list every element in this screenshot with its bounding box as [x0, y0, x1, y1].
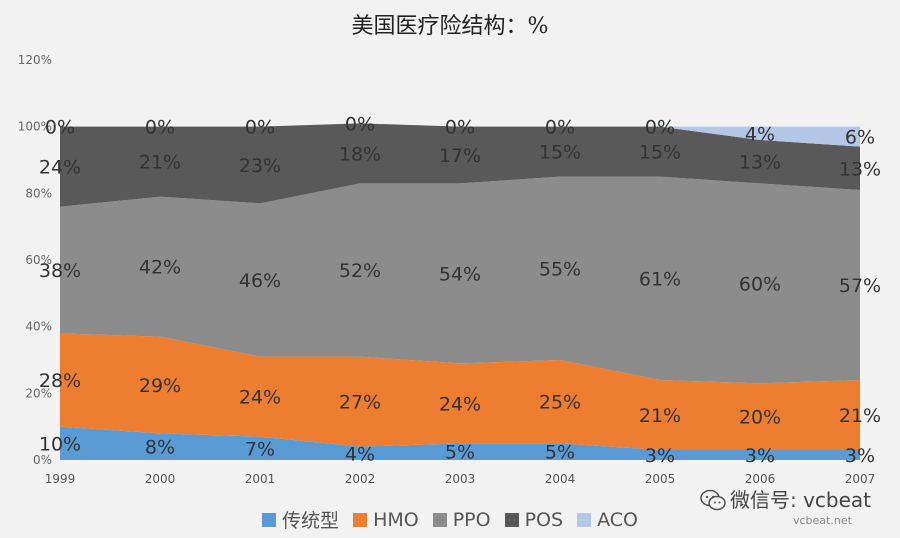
- data-label: 24%: [239, 387, 281, 409]
- x-tick-label: 2003: [445, 472, 476, 486]
- legend-swatch: [432, 512, 447, 527]
- data-label: 21%: [139, 152, 181, 174]
- data-label: 13%: [739, 152, 781, 174]
- data-label: 0%: [45, 117, 75, 139]
- data-label: 38%: [39, 260, 81, 282]
- data-label: 7%: [245, 438, 275, 460]
- data-label: 52%: [339, 260, 381, 282]
- data-label: 17%: [439, 145, 481, 167]
- watermark-text: 微信号: vcbeat: [730, 488, 872, 512]
- data-label: 0%: [145, 117, 175, 139]
- x-tick-label: 2007: [845, 472, 876, 486]
- data-label: 18%: [339, 143, 381, 165]
- y-tick-label: 100%: [18, 120, 52, 134]
- data-label: 46%: [239, 270, 281, 292]
- data-label: 57%: [839, 275, 881, 297]
- y-tick-label: 120%: [18, 53, 52, 67]
- data-label: 20%: [739, 407, 781, 429]
- data-label: 3%: [645, 445, 675, 467]
- y-tick-label: 80%: [25, 186, 52, 200]
- data-label: 0%: [345, 113, 375, 135]
- legend-swatch: [504, 512, 519, 527]
- legend-swatch: [262, 512, 277, 527]
- data-label: 42%: [139, 257, 181, 279]
- legend-label: HMO: [373, 508, 419, 531]
- legend-item: POS: [504, 508, 564, 531]
- wechat-icon: [700, 489, 726, 511]
- x-tick-label: 2006: [745, 472, 776, 486]
- data-label: 55%: [539, 258, 581, 280]
- data-label: 4%: [345, 443, 375, 465]
- data-label: 5%: [545, 442, 575, 464]
- data-label: 4%: [745, 123, 775, 145]
- data-label: 25%: [539, 392, 581, 414]
- x-tick-label: 1999: [45, 472, 76, 486]
- data-label: 5%: [445, 442, 475, 464]
- series-area-2: [60, 176, 860, 384]
- legend-swatch: [353, 512, 368, 527]
- y-tick-label: 40%: [25, 320, 52, 334]
- data-label: 28%: [39, 370, 81, 392]
- data-label: 0%: [445, 117, 475, 139]
- data-label: 0%: [645, 117, 675, 139]
- data-label: 6%: [845, 127, 875, 149]
- series-area-3: [60, 123, 860, 207]
- legend-item: ACO: [577, 509, 638, 531]
- data-label: 29%: [139, 375, 181, 397]
- data-label: 21%: [639, 405, 681, 427]
- data-label: 21%: [839, 405, 881, 427]
- data-label: 3%: [745, 445, 775, 467]
- data-label: 3%: [845, 445, 875, 467]
- data-label: 24%: [39, 157, 81, 179]
- legend-item: PPO: [432, 508, 491, 531]
- data-label: 61%: [639, 268, 681, 290]
- legend: 传统型 HMO PPO POS ACO: [0, 506, 900, 533]
- legend-item: 传统型: [262, 506, 339, 533]
- legend-label: PPO: [452, 508, 491, 531]
- legend-swatch: [577, 512, 592, 527]
- legend-label: POS: [524, 508, 564, 531]
- legend-label: 传统型: [282, 510, 340, 532]
- data-label: 23%: [239, 155, 281, 177]
- x-tick-label: 2005: [645, 472, 676, 486]
- x-tick-label: 2002: [345, 472, 376, 486]
- chart-title: 美国医疗险结构：%: [351, 14, 549, 39]
- series-area-0: [60, 426, 860, 460]
- data-label: 54%: [439, 263, 481, 285]
- y-tick-label: 20%: [25, 386, 52, 400]
- legend-label: ACO: [597, 508, 638, 531]
- x-tick-label: 2001: [245, 472, 276, 486]
- data-label: 0%: [245, 117, 275, 139]
- data-label: 15%: [539, 142, 581, 164]
- data-label: 15%: [639, 142, 681, 164]
- y-tick-label: 0%: [33, 453, 52, 467]
- data-label: 0%: [545, 117, 575, 139]
- x-tick-label: 2004: [545, 472, 576, 486]
- data-label: 10%: [39, 433, 81, 455]
- data-label: 24%: [439, 393, 481, 415]
- x-tick-label: 2000: [145, 472, 176, 486]
- watermark: 微信号: vcbeat: [700, 484, 871, 513]
- watermark-domain: vcbeat.net: [793, 514, 852, 527]
- data-label: 27%: [339, 392, 381, 414]
- data-label: 8%: [145, 437, 175, 459]
- data-label: 60%: [739, 273, 781, 295]
- legend-item: HMO: [353, 509, 419, 531]
- y-tick-label: 60%: [25, 253, 52, 267]
- series-area-1: [60, 333, 860, 450]
- data-label: 13%: [839, 158, 881, 180]
